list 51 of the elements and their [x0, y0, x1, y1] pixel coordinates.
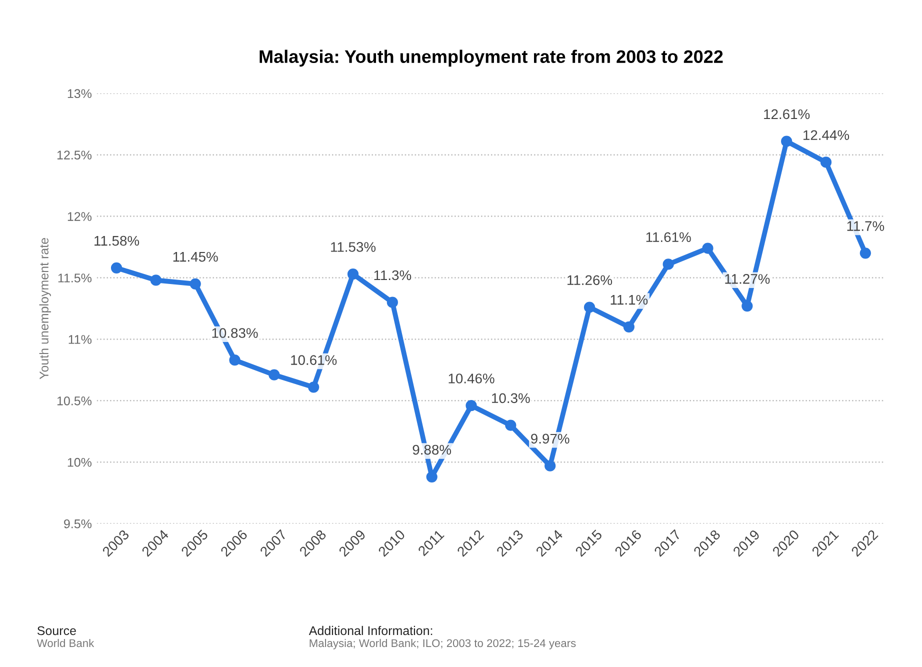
data-label: 10.83% — [212, 328, 258, 338]
point — [308, 382, 320, 393]
point — [150, 274, 162, 286]
y-tick-label: 13% — [68, 89, 92, 98]
point — [781, 136, 792, 147]
data-label: 10.61% — [291, 355, 337, 365]
point — [190, 278, 201, 290]
data-label: 10.46% — [448, 374, 494, 384]
point — [662, 258, 674, 270]
data-label: 9.97% — [531, 434, 570, 444]
data-label: 11.3% — [374, 270, 412, 280]
data-label: 10.3% — [492, 393, 530, 404]
point — [820, 156, 832, 168]
point — [623, 321, 634, 332]
y-tick-label: 11% — [68, 335, 92, 344]
chart-title: Malaysia: Youth unemployment rate from 2003 to 2022 — [260, 50, 723, 67]
text: Malaysia; World Bank; ILO; 2003 to 2022; 15-24 years — [310, 638, 576, 650]
text: Additional Information: — [308, 626, 432, 636]
y-tick-label: 10% — [68, 458, 92, 467]
point — [229, 354, 240, 366]
point — [860, 248, 871, 259]
y-tick-label: 12% — [68, 212, 92, 221]
y-tick-label: 11.5% — [58, 274, 92, 282]
point — [110, 262, 122, 274]
point — [584, 302, 596, 313]
y-tick-label: 9.5% — [64, 519, 92, 528]
point — [386, 296, 398, 308]
data-label: 12.61% — [764, 109, 810, 120]
point — [426, 471, 438, 482]
data-label: 11.27% — [725, 274, 770, 284]
y-tick-label: 10.5% — [57, 396, 92, 406]
point — [505, 420, 516, 431]
data-label: 11.58% — [94, 236, 140, 246]
point — [268, 369, 280, 380]
data-label: 9.88% — [412, 444, 452, 455]
data-label: 11.26% — [568, 275, 612, 286]
point — [347, 268, 359, 280]
y-axis-title: Youth unemployment rate — [39, 238, 51, 380]
point — [702, 242, 714, 254]
data-label: 11.7% — [847, 221, 884, 231]
point — [466, 400, 477, 412]
text: World Bank — [36, 638, 94, 648]
data-label: 11.61% — [646, 232, 691, 242]
text: Source — [37, 626, 76, 636]
data-label: 12.44% — [804, 130, 850, 140]
point — [742, 300, 753, 312]
data-label: 11.1% — [610, 294, 648, 305]
data-label: 11.53% — [331, 242, 376, 252]
point — [544, 460, 556, 472]
data-label: 11.45% — [173, 252, 218, 262]
y-tick-label: 12.5% — [57, 150, 92, 160]
